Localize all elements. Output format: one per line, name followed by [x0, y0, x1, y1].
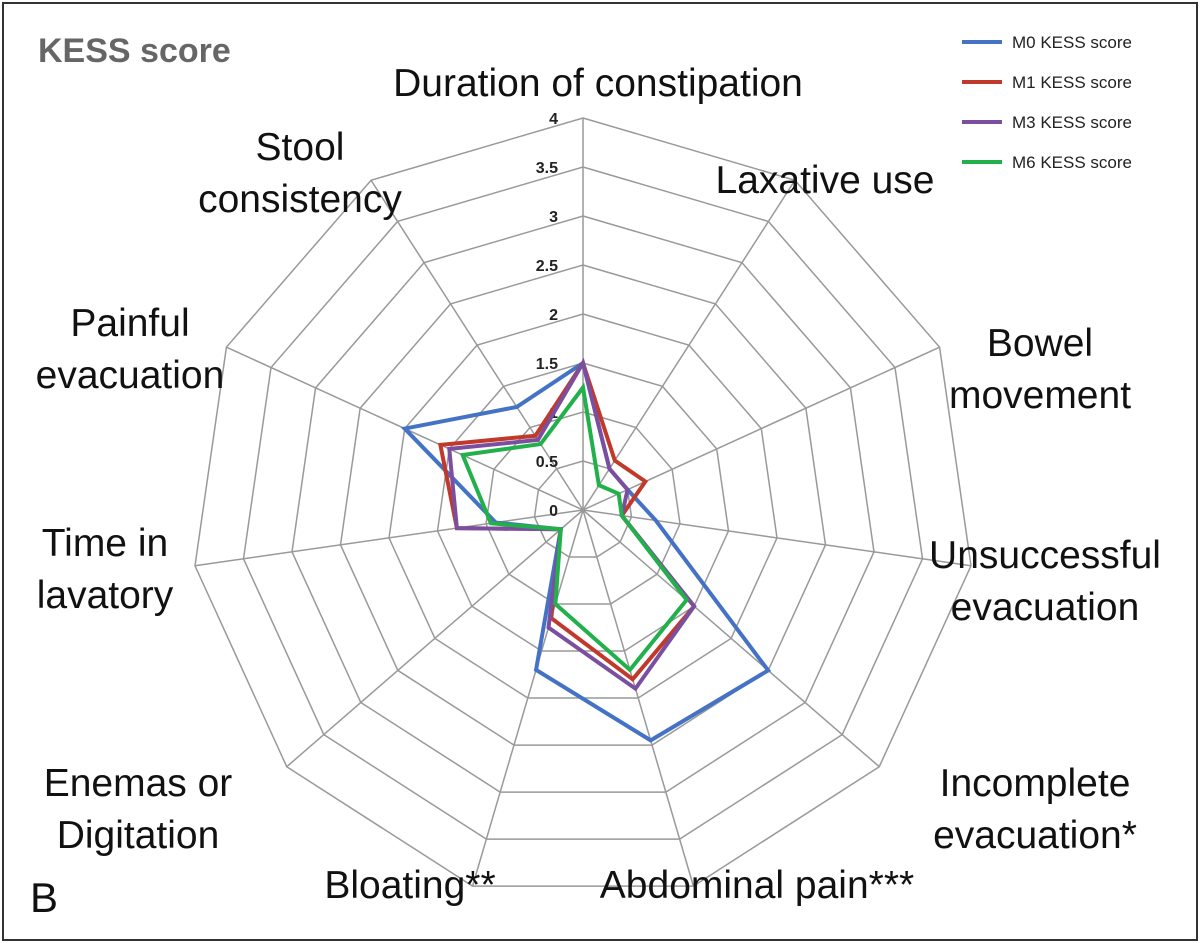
legend-label: M1 KESS score — [1012, 73, 1132, 92]
category-label: Duration of constipation — [393, 62, 803, 105]
grid-ring — [339, 264, 827, 746]
r-tick-label: 2.5 — [536, 258, 558, 275]
panel-label: B — [30, 874, 58, 921]
grid-ring — [485, 411, 681, 605]
category-label: Incomplete evacuation* — [933, 762, 1137, 857]
series-line — [459, 382, 690, 673]
grid-ring — [242, 166, 924, 840]
grid-ring — [291, 215, 875, 793]
legend-label: M0 KESS score — [1012, 33, 1132, 52]
spoke — [582, 509, 695, 887]
spoke — [194, 509, 584, 567]
category-label: Abdominal pain*** — [599, 864, 915, 907]
category-label: Laxative use — [715, 159, 935, 202]
series-line — [447, 357, 697, 692]
category-label: Bowel movement — [948, 322, 1132, 417]
chart-title: KESS score — [38, 32, 231, 70]
r-tick-label: 0 — [549, 503, 558, 520]
category-label: Enemas or Digitation — [43, 762, 233, 857]
category-label: Painful evacuation — [35, 302, 225, 397]
spoke — [370, 179, 584, 511]
r-tick-label: 1.5 — [536, 356, 558, 373]
category-label: Stool consistency — [198, 126, 402, 221]
r-tick-label: 4 — [549, 111, 558, 128]
r-tick-label: 3.5 — [536, 160, 558, 177]
legend-label: M6 KESS score — [1012, 153, 1132, 172]
grid-ring — [194, 117, 972, 887]
r-tick-label: 2 — [549, 307, 558, 324]
series-line — [437, 358, 697, 682]
spoke — [582, 509, 880, 768]
spoke — [286, 509, 584, 768]
spoke — [471, 509, 584, 887]
r-tick-label: 3 — [549, 209, 558, 226]
category-label: Time in lavatory — [36, 522, 174, 617]
r-tick-label: 0.5 — [536, 454, 558, 471]
spoke — [582, 509, 972, 567]
category-label: Unsuccessful evacuation — [929, 534, 1161, 629]
spoke — [582, 179, 796, 511]
category-label: Bloating** — [324, 864, 496, 907]
legend-label: M3 KESS score — [1012, 113, 1132, 132]
